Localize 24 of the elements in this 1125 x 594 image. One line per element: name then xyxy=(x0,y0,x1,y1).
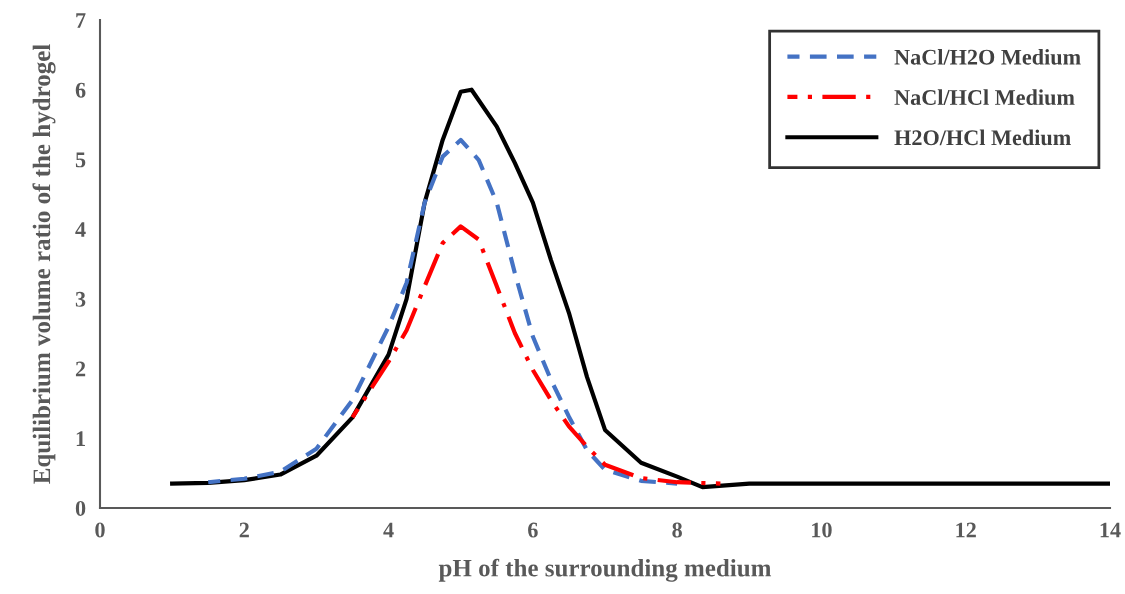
y-axis-title: Equilibrium volume ratio of the hydrogel xyxy=(32,44,56,484)
legend-label: NaCl/H2O Medium xyxy=(894,49,1081,65)
x-tick-label: 6 xyxy=(528,522,538,538)
x-tick-label: 8 xyxy=(672,522,682,538)
y-tick-label: 3 xyxy=(75,291,86,307)
y-tick-label: 6 xyxy=(75,82,86,98)
line-series xyxy=(206,137,680,486)
legend-label: H2O/HCl Medium xyxy=(894,129,1071,146)
line-series xyxy=(350,224,723,486)
y-tick-label: 5 xyxy=(75,152,86,168)
y-tick-label: 4 xyxy=(75,222,86,237)
x-tick-label: 4 xyxy=(383,522,394,538)
y-tick-label: 2 xyxy=(75,361,86,377)
y-tick-label: 0 xyxy=(75,500,86,516)
y-tick-label: 7 xyxy=(76,13,86,28)
x-tick-label: 12 xyxy=(956,522,976,538)
x-axis-title: pH of the surrounding medium xyxy=(438,558,772,582)
x-tick-label: 2 xyxy=(239,522,249,538)
line-series xyxy=(170,87,1110,490)
x-tick-label: 14 xyxy=(1100,522,1121,538)
legend-label: NaCl/HCl Medium xyxy=(894,89,1075,105)
y-tick-label: 1 xyxy=(76,431,85,446)
x-tick-label: 0 xyxy=(95,522,105,538)
x-tick-label: 10 xyxy=(812,522,832,538)
